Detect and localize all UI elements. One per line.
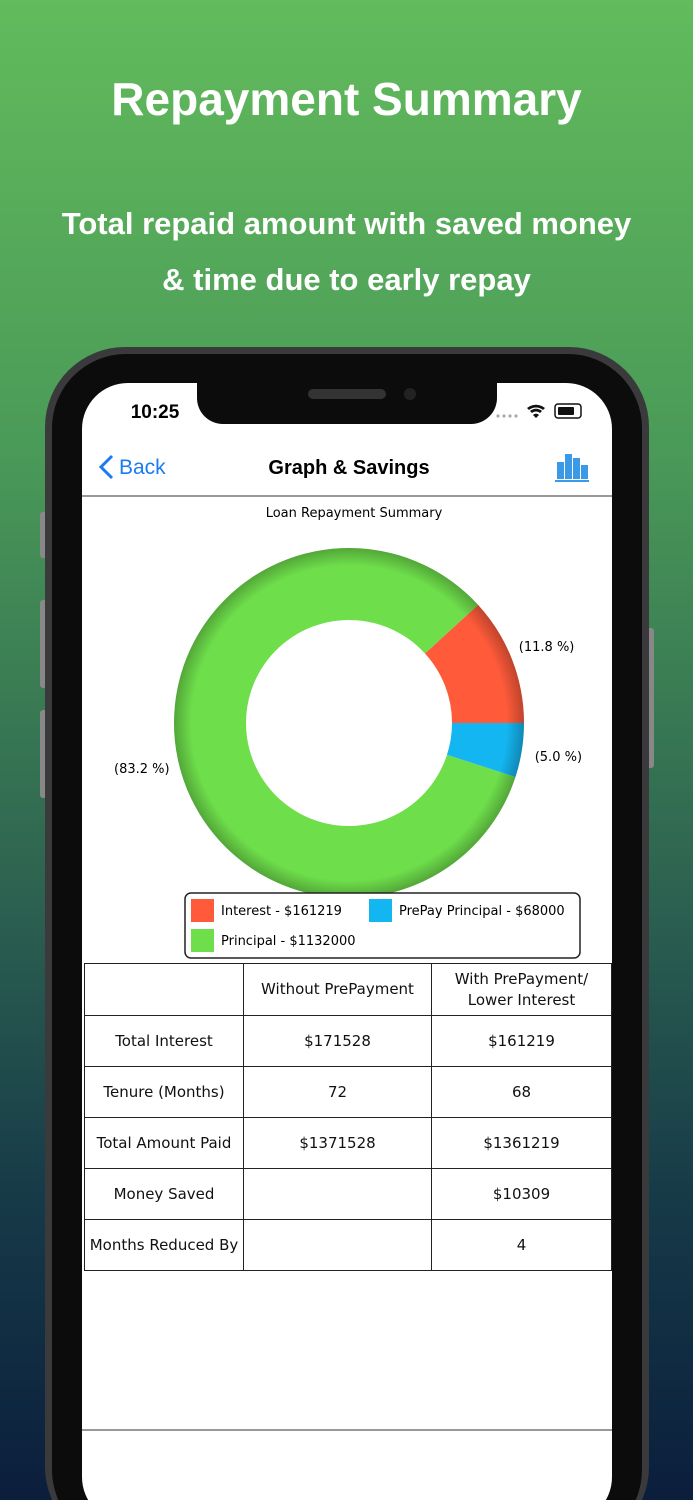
header-cell: Without PrePayment — [243, 963, 432, 1016]
table-cell: $171528 — [243, 1015, 432, 1067]
table-cell: $1371528 — [243, 1117, 432, 1169]
legend-swatch — [191, 929, 214, 952]
nav-title: Graph & Savings — [268, 457, 429, 479]
table-cell: Money Saved — [84, 1168, 244, 1220]
chart-title: Loan Repayment Summary — [266, 506, 443, 521]
table-row: Total Interest $171528 $161219 — [84, 1015, 612, 1067]
status-icons — [496, 403, 582, 419]
back-button[interactable]: Back — [119, 456, 166, 479]
value-label: (11.8 %) — [519, 640, 575, 655]
table-row: Money Saved $10309 — [84, 1168, 612, 1220]
value-label: (83.2 %) — [114, 762, 170, 777]
table-row: Months Reduced By 4 — [84, 1219, 612, 1271]
legend-swatch — [369, 899, 392, 922]
back-chevron[interactable] — [98, 454, 114, 480]
table-cell: Total Amount Paid — [84, 1117, 244, 1169]
table-cell — [243, 1219, 432, 1271]
table-row: Tenure (Months) 72 68 — [84, 1066, 612, 1118]
legend-label: Interest - $161219 — [221, 904, 342, 919]
table-cell: 72 — [243, 1066, 432, 1118]
graph-icon[interactable] — [555, 454, 589, 482]
value-label: (5.0 %) — [535, 750, 582, 765]
notch — [197, 383, 497, 424]
table-cell: 68 — [431, 1066, 612, 1118]
headline: Repayment Summary — [111, 73, 582, 125]
status-time: 10:25 — [131, 402, 180, 423]
legend — [184, 892, 581, 959]
legend-swatch — [191, 899, 214, 922]
legend-label: PrePay Principal - $68000 — [399, 904, 565, 919]
table-row: Total Amount Paid $1371528 $1361219 — [84, 1117, 612, 1169]
header-cell: With PrePayment/ Lower Interest — [431, 963, 612, 1016]
table-cell: Total Interest — [84, 1015, 244, 1067]
table-cell: $10309 — [431, 1168, 612, 1220]
table-cell — [243, 1168, 432, 1220]
table-cell: Months Reduced By — [84, 1219, 244, 1271]
summary-table: Without PrePayment With PrePayment/ Lowe… — [84, 963, 612, 1271]
speaker — [308, 389, 386, 399]
subheadline: Total repaid amount with saved money & t… — [61, 206, 632, 297]
legend-label: Principal - $1132000 — [221, 934, 356, 949]
table-cell: $161219 — [431, 1015, 612, 1067]
table-cell: 4 — [431, 1219, 612, 1271]
camera — [404, 388, 416, 400]
table-header: Without PrePayment With PrePayment/ Lowe… — [84, 963, 612, 1016]
header-cell — [84, 963, 244, 1016]
table-cell: Tenure (Months) — [84, 1066, 244, 1118]
table-cell: $1361219 — [431, 1117, 612, 1169]
